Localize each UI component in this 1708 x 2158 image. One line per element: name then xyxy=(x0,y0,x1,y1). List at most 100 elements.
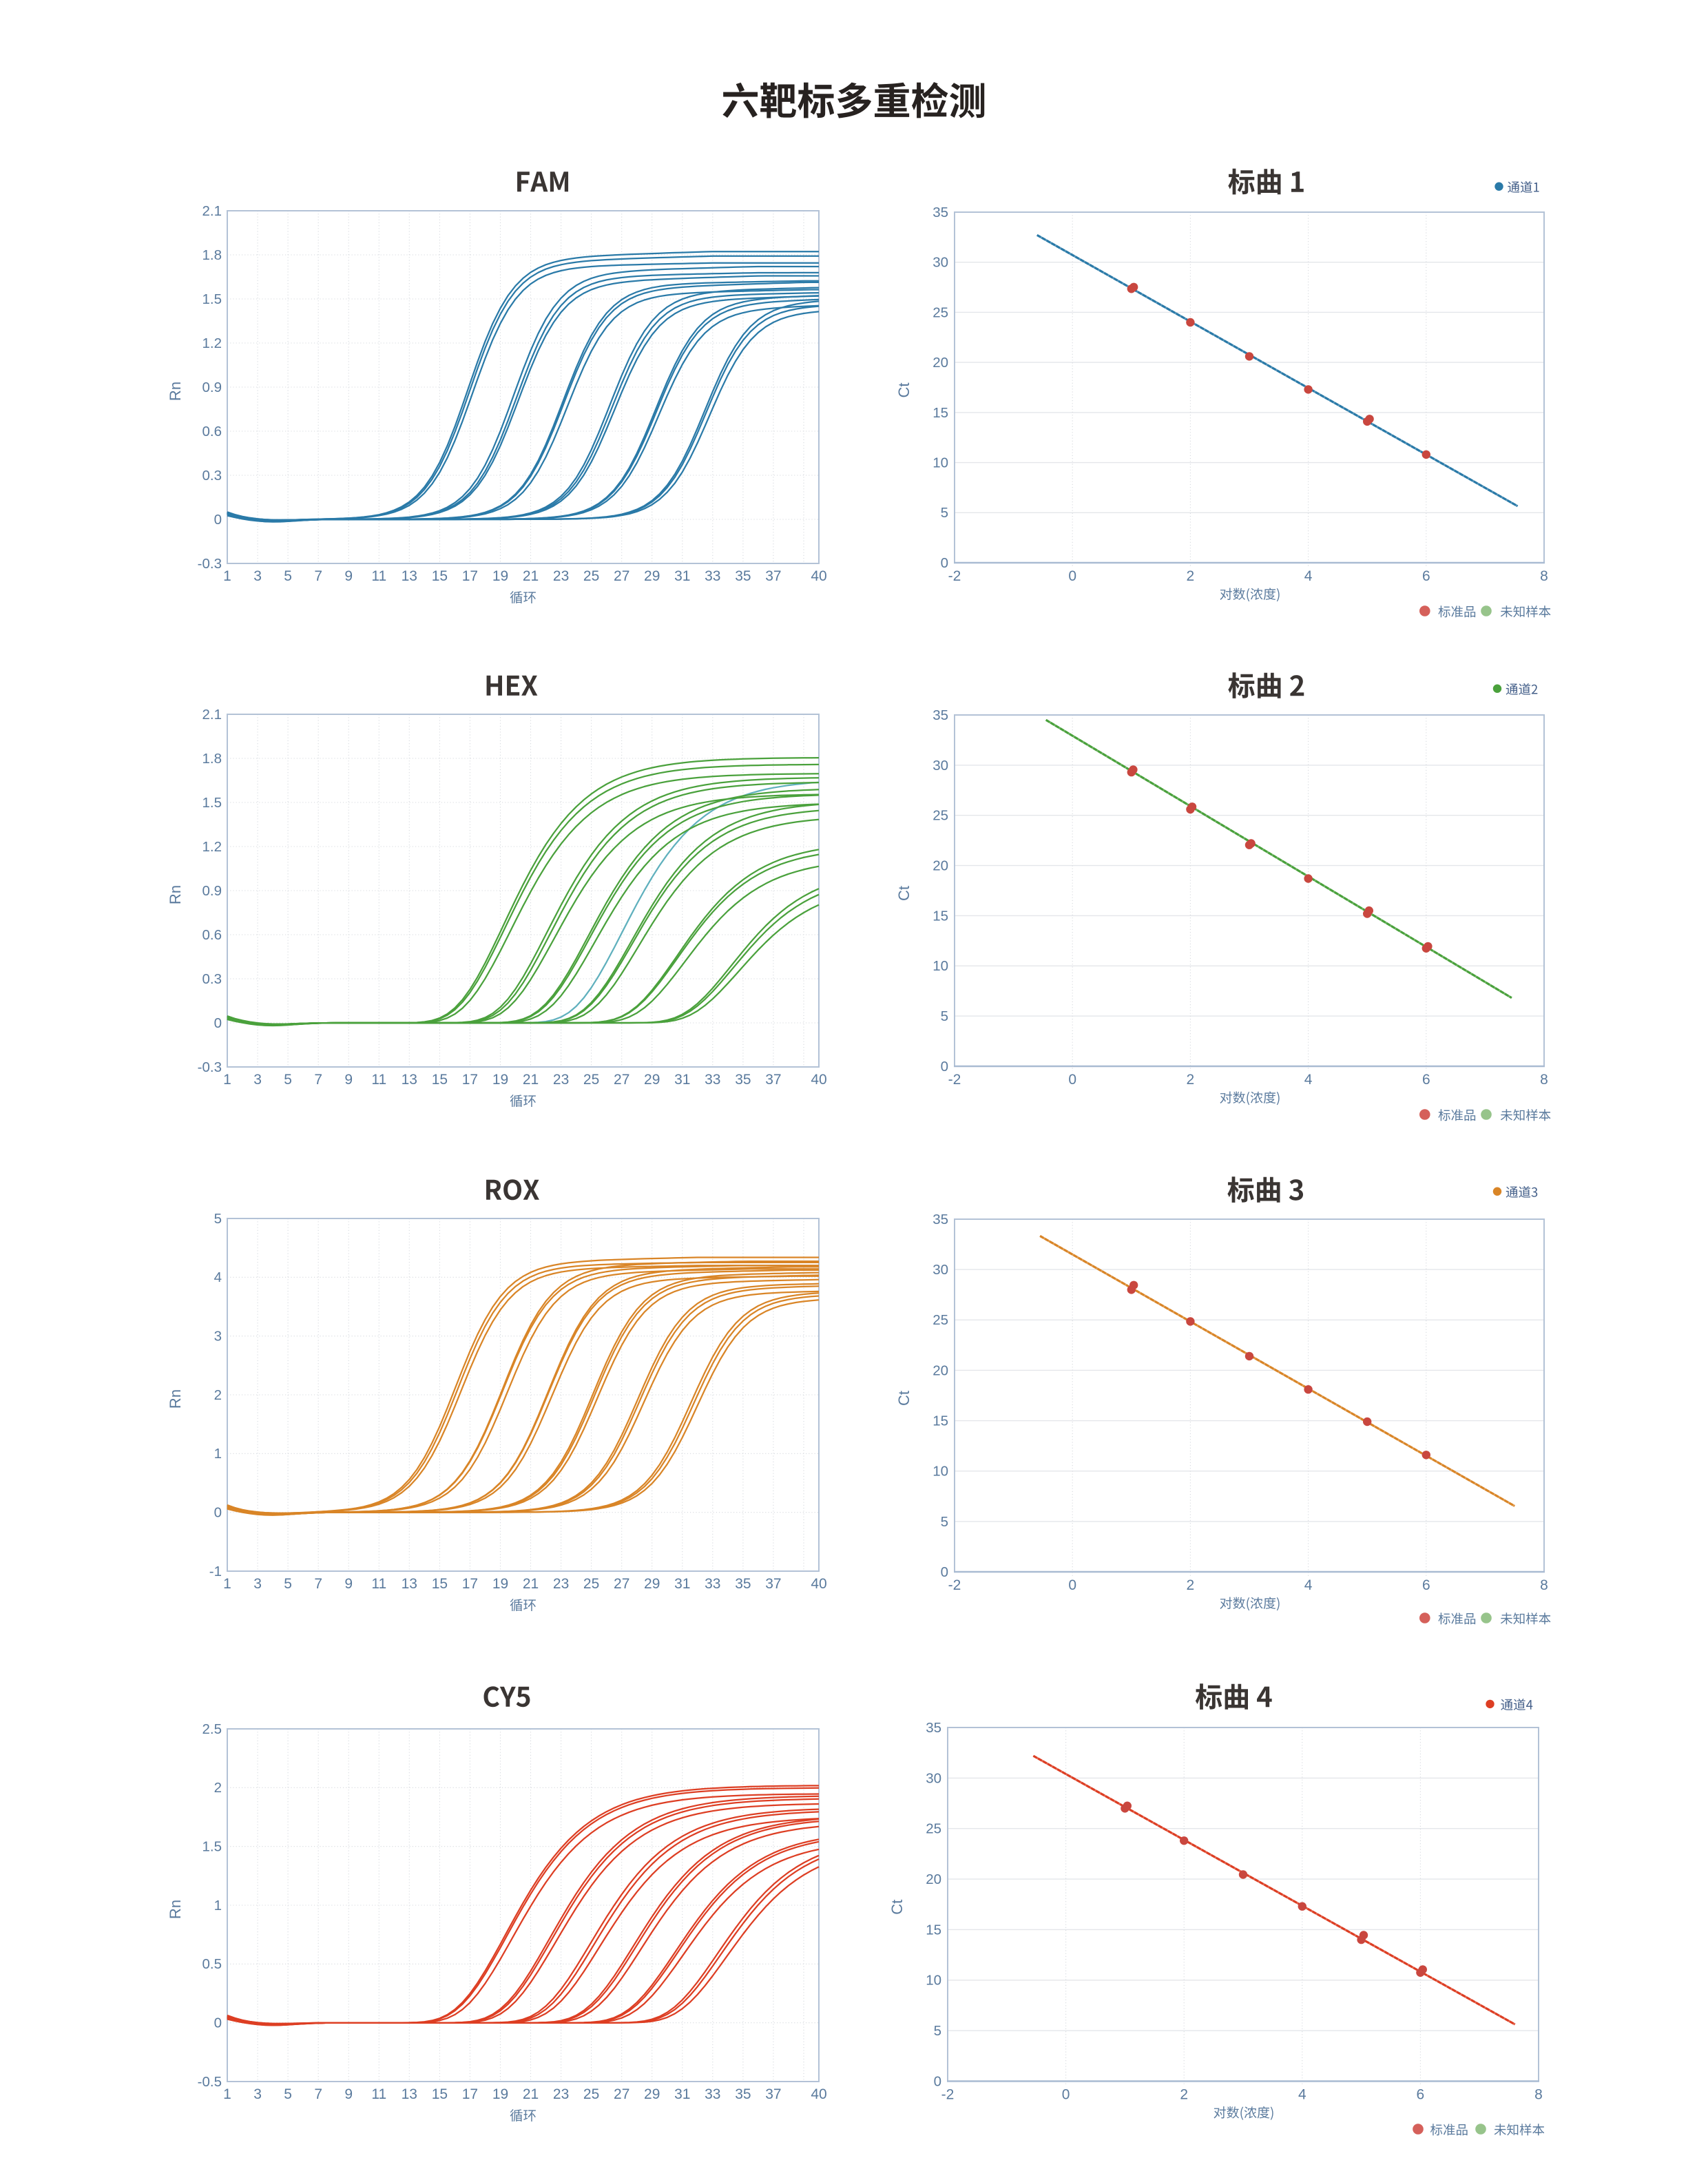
svg-text:5: 5 xyxy=(284,568,292,584)
svg-text:2: 2 xyxy=(1187,1072,1195,1088)
svg-text:13: 13 xyxy=(402,1072,417,1088)
svg-text:37: 37 xyxy=(765,1576,781,1592)
svg-text:-0.3: -0.3 xyxy=(198,556,222,572)
svg-text:1: 1 xyxy=(223,568,231,584)
svg-text:31: 31 xyxy=(674,1072,690,1088)
svg-text:8: 8 xyxy=(1540,1072,1548,1088)
svg-text:2.5: 2.5 xyxy=(202,1721,222,1737)
svg-text:17: 17 xyxy=(462,568,478,584)
svg-text:15: 15 xyxy=(933,1413,948,1429)
svg-text:35: 35 xyxy=(933,707,948,723)
svg-text:3: 3 xyxy=(214,1329,222,1345)
svg-text:7: 7 xyxy=(314,1576,322,1592)
svg-text:5: 5 xyxy=(284,1576,292,1592)
svg-text:25: 25 xyxy=(583,1576,599,1592)
svg-text:Rn: Rn xyxy=(167,1900,184,1919)
svg-text:35: 35 xyxy=(735,2086,751,2102)
svg-text:0.9: 0.9 xyxy=(202,380,222,395)
svg-text:11: 11 xyxy=(371,568,386,584)
svg-text:0.3: 0.3 xyxy=(202,468,222,484)
svg-text:-2: -2 xyxy=(948,1072,961,1088)
svg-text:33: 33 xyxy=(705,1072,720,1088)
svg-text:37: 37 xyxy=(765,568,781,584)
svg-text:9: 9 xyxy=(344,568,353,584)
svg-text:19: 19 xyxy=(492,1072,508,1088)
svg-text:15: 15 xyxy=(926,1922,941,1938)
svg-text:29: 29 xyxy=(644,1072,660,1088)
svg-text:2: 2 xyxy=(1187,568,1195,584)
svg-text:Ct: Ct xyxy=(895,886,913,901)
svg-text:30: 30 xyxy=(933,255,948,271)
svg-text:7: 7 xyxy=(314,568,322,584)
svg-text:5: 5 xyxy=(941,1008,948,1024)
svg-text:20: 20 xyxy=(933,1362,948,1378)
svg-text:6: 6 xyxy=(1422,568,1430,584)
svg-text:33: 33 xyxy=(705,568,720,584)
svg-text:0: 0 xyxy=(214,512,222,528)
svg-text:10: 10 xyxy=(926,1973,941,1989)
svg-text:25: 25 xyxy=(583,568,599,584)
svg-text:6: 6 xyxy=(1422,1577,1430,1593)
svg-text:5: 5 xyxy=(941,505,948,521)
svg-text:20: 20 xyxy=(933,355,948,371)
svg-text:1.8: 1.8 xyxy=(202,247,222,263)
svg-text:1: 1 xyxy=(223,1072,231,1088)
svg-text:15: 15 xyxy=(432,2086,448,2102)
svg-text:21: 21 xyxy=(523,1576,539,1592)
svg-text:35: 35 xyxy=(933,1212,948,1227)
svg-text:2: 2 xyxy=(1180,2087,1188,2103)
svg-text:19: 19 xyxy=(492,2086,508,2102)
svg-text:0: 0 xyxy=(1068,1072,1076,1088)
svg-text:-2: -2 xyxy=(948,1577,961,1593)
svg-text:23: 23 xyxy=(553,2086,569,2102)
svg-text:1.2: 1.2 xyxy=(202,335,222,351)
svg-text:6: 6 xyxy=(1417,2087,1425,2103)
svg-text:0: 0 xyxy=(1068,568,1076,584)
svg-text:11: 11 xyxy=(371,1576,386,1592)
svg-text:35: 35 xyxy=(735,568,751,584)
svg-text:3: 3 xyxy=(253,568,262,584)
svg-text:0: 0 xyxy=(934,2073,941,2089)
svg-text:9: 9 xyxy=(344,1576,353,1592)
svg-text:-2: -2 xyxy=(941,2087,955,2103)
svg-text:8: 8 xyxy=(1540,1577,1548,1593)
svg-text:2.1: 2.1 xyxy=(202,203,222,219)
svg-text:0.6: 0.6 xyxy=(202,424,222,439)
svg-text:15: 15 xyxy=(432,1072,448,1088)
svg-text:15: 15 xyxy=(432,1576,448,1592)
svg-text:0.9: 0.9 xyxy=(202,883,222,899)
svg-text:15: 15 xyxy=(933,405,948,421)
svg-text:40: 40 xyxy=(811,568,826,584)
svg-text:23: 23 xyxy=(553,568,569,584)
svg-text:17: 17 xyxy=(462,2086,478,2102)
svg-text:Rn: Rn xyxy=(167,382,184,401)
svg-text:3: 3 xyxy=(253,1576,262,1592)
svg-text:1: 1 xyxy=(223,2086,231,2102)
svg-text:10: 10 xyxy=(933,455,948,471)
svg-text:27: 27 xyxy=(614,2086,629,2102)
svg-text:11: 11 xyxy=(371,2086,386,2102)
svg-text:Rn: Rn xyxy=(167,1389,184,1409)
svg-text:1.5: 1.5 xyxy=(202,795,222,811)
svg-text:13: 13 xyxy=(402,1576,417,1592)
svg-text:19: 19 xyxy=(492,1576,508,1592)
svg-text:10: 10 xyxy=(933,958,948,974)
svg-text:7: 7 xyxy=(314,1072,322,1088)
svg-text:0: 0 xyxy=(214,1015,222,1031)
svg-text:Ct: Ct xyxy=(895,383,913,398)
svg-text:0: 0 xyxy=(941,555,948,571)
svg-text:27: 27 xyxy=(614,568,629,584)
svg-text:8: 8 xyxy=(1534,2087,1543,2103)
svg-text:17: 17 xyxy=(462,1576,478,1592)
svg-text:15: 15 xyxy=(933,908,948,924)
svg-text:20: 20 xyxy=(933,858,948,874)
svg-text:3: 3 xyxy=(253,2086,262,2102)
svg-text:35: 35 xyxy=(735,1072,751,1088)
svg-text:Ct: Ct xyxy=(888,1900,906,1915)
svg-text:1.5: 1.5 xyxy=(202,291,222,307)
svg-text:5: 5 xyxy=(941,1514,948,1530)
svg-text:0: 0 xyxy=(214,2015,222,2031)
svg-text:4: 4 xyxy=(1298,2087,1306,2103)
svg-text:1.8: 1.8 xyxy=(202,751,222,767)
svg-text:31: 31 xyxy=(674,1576,690,1592)
